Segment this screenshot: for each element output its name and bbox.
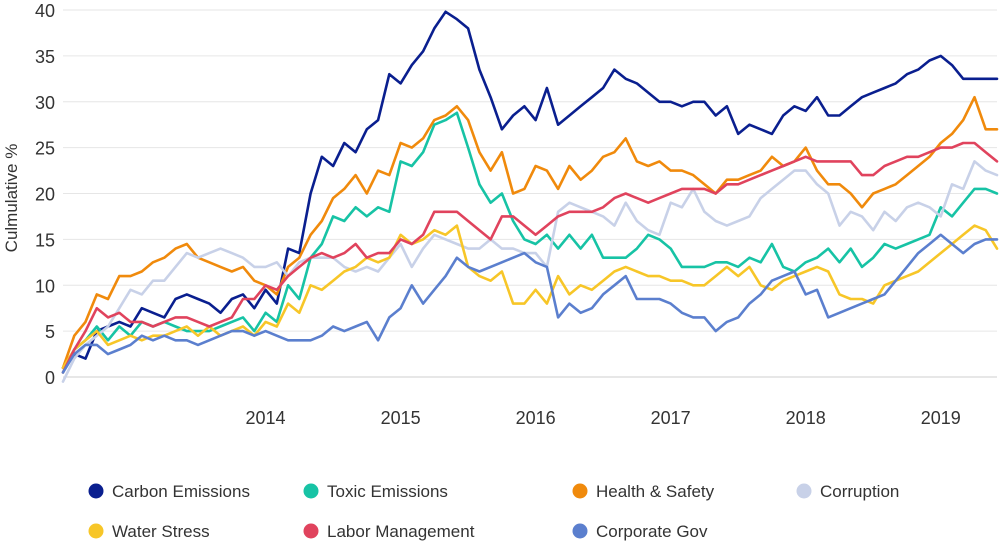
y-tick-label: 15	[35, 230, 55, 250]
x-tick-label: 2018	[786, 408, 826, 428]
gridlines	[63, 9, 997, 378]
x-tick-label: 2016	[516, 408, 556, 428]
series-line-corporate-gov	[61, 233, 999, 374]
y-tick-label: 10	[35, 276, 55, 296]
series-line-toxic-emissions	[61, 111, 999, 374]
series-line-carbon-emissions	[61, 10, 999, 370]
y-tick-label: 40	[35, 1, 55, 21]
x-axis-ticks: 2014 2015 2016 2017 2018 2019	[246, 408, 961, 428]
y-tick-label: 30	[35, 93, 55, 113]
legend-label: Corruption	[820, 482, 899, 501]
legend-item-toxic-emissions: Toxic Emissions	[303, 482, 448, 501]
series-line-water-stress	[61, 224, 999, 370]
y-axis-title: Culmulative %	[2, 144, 21, 253]
legend-label: Toxic Emissions	[327, 482, 448, 501]
legend-label: Health & Safety	[596, 482, 715, 501]
y-tick-label: 0	[45, 368, 55, 388]
x-tick-label: 2017	[651, 408, 691, 428]
legend-item-corporate-gov: Corporate Gov	[572, 522, 708, 541]
legend-label: Corporate Gov	[596, 522, 708, 541]
series-lines	[61, 10, 999, 383]
legend-item-water-stress: Water Stress	[88, 522, 210, 541]
legend-marker	[572, 483, 588, 499]
series-line-corruption	[61, 160, 999, 383]
y-tick-label: 35	[35, 47, 55, 67]
legend-label: Water Stress	[112, 522, 210, 541]
legend-item-health-safety: Health & Safety	[572, 482, 715, 501]
legend-marker	[303, 483, 319, 499]
legend-label: Carbon Emissions	[112, 482, 250, 501]
legend-marker	[88, 523, 104, 539]
series-line-health-safety	[61, 95, 999, 370]
legend-marker	[88, 483, 104, 499]
x-tick-label: 2019	[921, 408, 961, 428]
series-line-labor-management	[61, 141, 999, 374]
x-tick-label: 2015	[381, 408, 421, 428]
legend-item-carbon-emissions: Carbon Emissions	[88, 482, 250, 501]
y-tick-label: 5	[45, 322, 55, 342]
y-tick-label: 25	[35, 139, 55, 159]
y-axis-ticks: 0 5 10 15 20 25 30 35 40	[35, 1, 55, 388]
legend-item-labor-management: Labor Management	[303, 522, 475, 541]
y-tick-label: 20	[35, 185, 55, 205]
x-tick-label: 2014	[246, 408, 286, 428]
legend-marker	[796, 483, 812, 499]
legend-marker	[572, 523, 588, 539]
legend-item-corruption: Corruption	[796, 482, 899, 501]
legend: Carbon Emissions Toxic Emissions Health & …	[88, 482, 899, 541]
legend-marker	[303, 523, 319, 539]
legend-label: Labor Management	[327, 522, 475, 541]
